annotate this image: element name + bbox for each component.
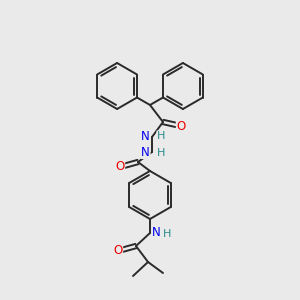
Text: N: N <box>152 226 161 239</box>
Text: O: O <box>176 119 186 133</box>
Text: O: O <box>116 160 124 173</box>
Text: H: H <box>157 131 165 141</box>
Text: N: N <box>141 146 150 158</box>
Text: N: N <box>141 130 150 143</box>
Text: O: O <box>113 244 123 257</box>
Text: H: H <box>157 148 165 158</box>
Text: H: H <box>163 229 171 239</box>
